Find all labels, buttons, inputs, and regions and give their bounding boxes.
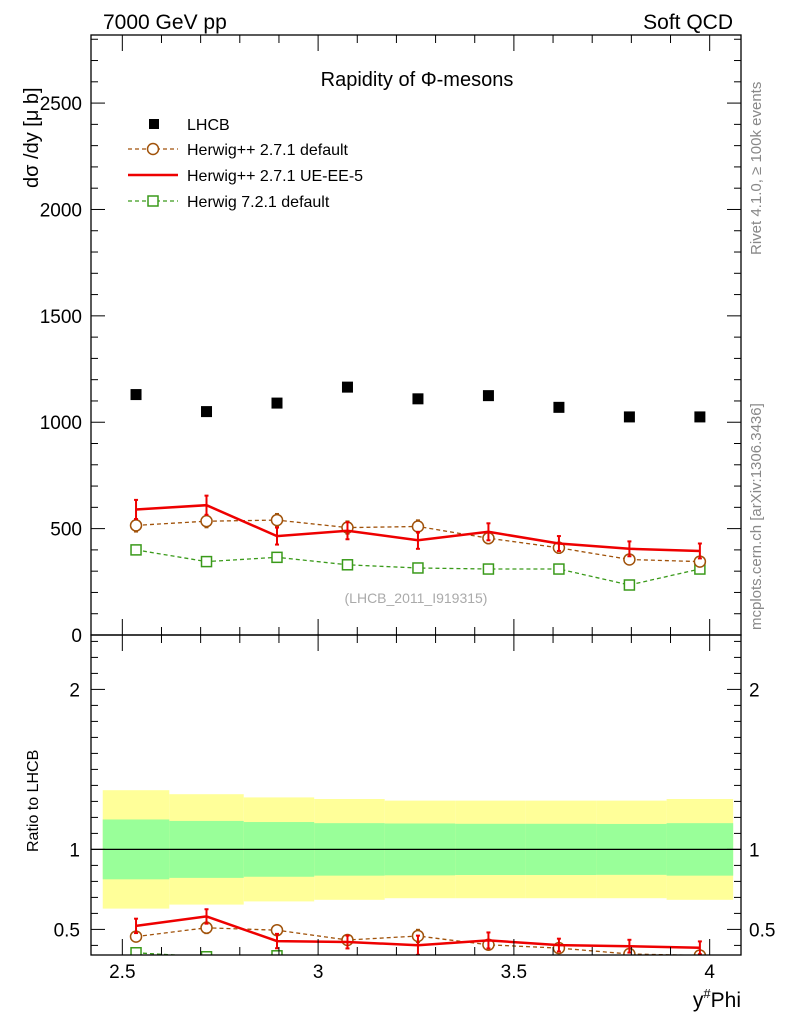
x-tick-label-3: 4 <box>704 962 715 983</box>
lhcb-point-0 <box>130 389 142 401</box>
ratio-herwig7-point-4 <box>413 959 423 969</box>
legend: LHCB Herwig++ 2.7.1 default Herwig++ 2.7… <box>128 117 363 211</box>
main-ytick-label-3: 1500 <box>40 307 82 328</box>
legend-herwig-ue-label: Herwig++ 2.7.1 UE-EE-5 <box>187 168 363 185</box>
legend-herwig-default-label: Herwig++ 2.7.1 default <box>187 142 349 159</box>
rivet-label: Rivet 4.1.0, ≥ 100k events <box>748 82 765 255</box>
ratio-herwig7-point-6 <box>554 958 564 968</box>
main-ytick-label-4: 2000 <box>40 200 82 221</box>
ratio-herwig7-point-3 <box>342 959 352 969</box>
main-ytick-label-5: 2500 <box>40 94 82 115</box>
lhcb-point-4 <box>412 393 424 405</box>
ratio-herwig-ue-line <box>135 915 700 950</box>
herwig7-point-3 <box>341 559 354 571</box>
ratio-herwig7-point-1 <box>200 951 213 955</box>
legend-herwig7-marker <box>147 195 159 207</box>
watermark: (LHCB_2011_I919315) <box>345 590 488 606</box>
ratio-herwig7-point-2 <box>271 950 283 955</box>
ratio-herwig7-point-5 <box>483 960 493 970</box>
herwig7-point-2 <box>271 551 283 564</box>
x-tick-label-0: 2.5 <box>109 962 135 983</box>
ratio-ytick-label-right-1: 1 <box>749 840 760 861</box>
lhcb-point-5 <box>482 390 494 402</box>
herwig7-point-7 <box>623 579 636 591</box>
herwig7-point-5 <box>482 563 495 575</box>
main-ytick-label-1: 500 <box>50 520 82 541</box>
herwig7-point-4 <box>412 562 424 574</box>
lhcb-point-1 <box>201 406 213 418</box>
chart-title: Rapidity of Φ-mesons <box>321 69 514 91</box>
ratio-panel: 0.5 0.5 1 1 2 2 Ratio to LHCB <box>25 634 775 978</box>
ratio-herwig7-point-7 <box>624 968 634 978</box>
x-tick-label-2: 3.5 <box>501 962 527 983</box>
ratio-herwig7-point-0 <box>130 947 142 955</box>
ratio-frame <box>90 634 742 956</box>
lhcb-point-8 <box>694 411 706 423</box>
x-axis-label-tail: Phi <box>711 989 741 1012</box>
ratio-herwig7-line <box>135 952 187 955</box>
ratio-y-axis-label: Ratio to LHCB <box>25 750 42 852</box>
herwig-default-point-4 <box>411 520 425 533</box>
herwig7-point-6 <box>553 563 565 575</box>
x-axis-label-main: y <box>693 989 704 1012</box>
ratio-ytick-label-right-2: 2 <box>749 680 760 701</box>
ratio-ytick-label-left-2: 2 <box>69 680 80 701</box>
mcplots-label: mcplots.cern.ch [arXiv:1306.3436] <box>748 403 765 630</box>
legend-herwig-default-marker <box>146 142 160 156</box>
lhcb-point-6 <box>553 401 565 413</box>
header-left: 7000 GeV pp <box>103 11 227 34</box>
herwig-default-point-1 <box>200 514 213 528</box>
legend-lhcb-marker <box>149 119 159 129</box>
herwig7-point-0 <box>130 544 142 556</box>
y-axis-label: dσ /dy [μ b] <box>21 87 43 188</box>
herwig7-point-1 <box>200 555 213 568</box>
x-axis-label-sup: # <box>703 986 711 1001</box>
main-ytick-label-0: 0 <box>71 626 82 647</box>
main-panel: 0 500 1000 1500 2000 2500 Rapidity of Φ-meson… <box>21 34 742 647</box>
x-axis-label: y#Phi <box>693 986 741 1012</box>
herwig-default-point-0 <box>129 519 143 532</box>
herwig-ue-line <box>135 503 700 553</box>
legend-herwig7-label: Herwig 7.2.1 default <box>187 194 330 211</box>
main-ytick-label-2: 1000 <box>40 413 82 434</box>
header-right: Soft QCD <box>643 11 733 34</box>
ratio-ytick-label-left-1: 1 <box>69 840 80 861</box>
x-tick-label-1: 3 <box>313 962 324 983</box>
legend-lhcb-label: LHCB <box>187 117 230 134</box>
lhcb-point-3 <box>341 381 353 393</box>
herwig-default-point-2 <box>270 513 284 527</box>
ratio-ytick-label-left-0: 0.5 <box>54 920 80 941</box>
lhcb-point-2 <box>271 397 283 409</box>
ratio-herwig7-point-8 <box>695 956 705 966</box>
lhcb-point-7 <box>623 411 635 423</box>
ratio-ytick-label-right-0: 0.5 <box>749 920 775 941</box>
